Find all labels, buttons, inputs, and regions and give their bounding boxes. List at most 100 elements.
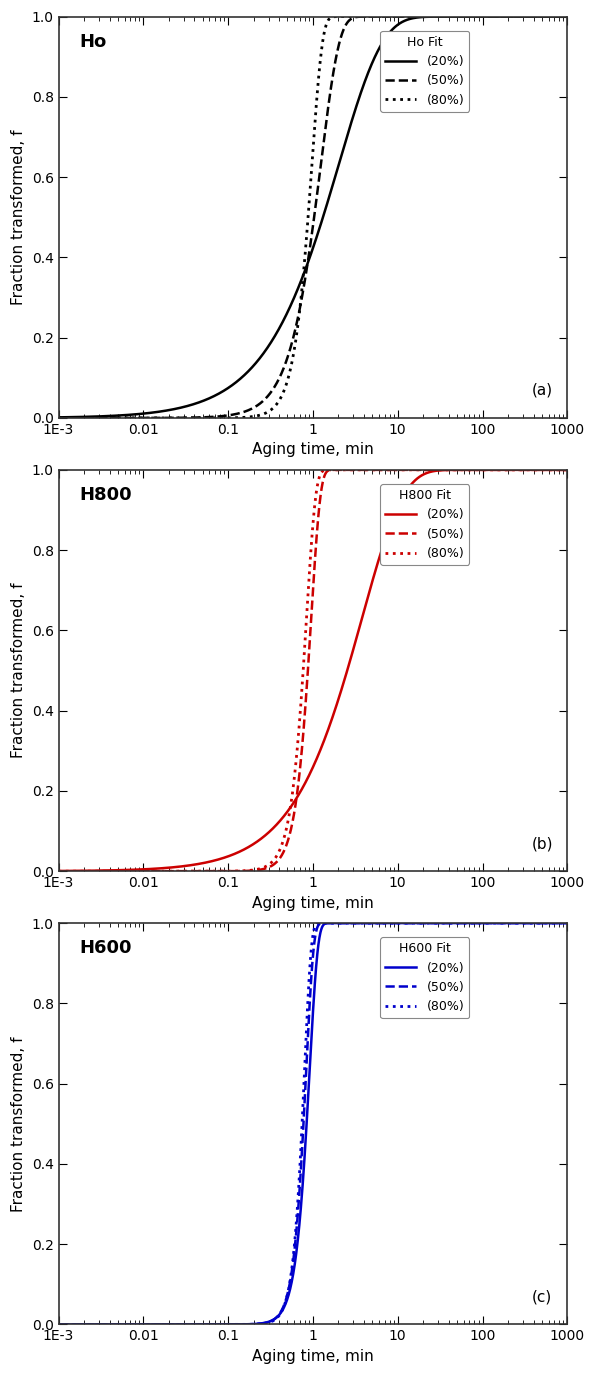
- (80%): [549, 914, 556, 931]
- (80%): [550, 462, 557, 478]
- (80%): [337, 462, 344, 478]
- (80%): [564, 462, 571, 478]
- Line: (50%): (50%): [58, 470, 567, 872]
- (50%): [302, 1067, 309, 1084]
- Y-axis label: Fraction transformed, f: Fraction transformed, f: [11, 1035, 26, 1211]
- X-axis label: Aging time, min: Aging time, min: [252, 443, 374, 458]
- (80%): [347, 8, 354, 25]
- (50%): [384, 8, 391, 25]
- (20%): [549, 462, 556, 478]
- X-axis label: Aging time, min: Aging time, min: [252, 1349, 374, 1364]
- Text: (c): (c): [532, 1290, 552, 1305]
- (80%): [549, 462, 556, 478]
- (20%): [55, 862, 62, 879]
- Line: (20%): (20%): [58, 470, 567, 870]
- (80%): [456, 462, 463, 478]
- (80%): [289, 352, 296, 368]
- (80%): [302, 1033, 309, 1049]
- (20%): [550, 462, 557, 478]
- X-axis label: Aging time, min: Aging time, min: [252, 895, 374, 910]
- (50%): [55, 410, 62, 426]
- Line: (80%): (80%): [58, 470, 567, 872]
- Legend: (20%), (50%), (80%): (20%), (50%), (80%): [380, 30, 469, 111]
- Text: (b): (b): [532, 836, 553, 851]
- (20%): [81, 408, 88, 425]
- (20%): [81, 862, 88, 879]
- (80%): [81, 864, 88, 880]
- (80%): [550, 8, 557, 25]
- (50%): [81, 1316, 88, 1332]
- Line: (20%): (20%): [58, 923, 567, 1324]
- (80%): [302, 619, 309, 635]
- Y-axis label: Fraction transformed, f: Fraction transformed, f: [11, 583, 26, 758]
- (20%): [302, 1128, 309, 1144]
- (80%): [325, 914, 333, 931]
- Text: (a): (a): [532, 382, 553, 397]
- (50%): [81, 864, 88, 880]
- (80%): [81, 1316, 88, 1332]
- Text: H800: H800: [79, 485, 132, 503]
- Line: (50%): (50%): [58, 923, 567, 1324]
- Y-axis label: Fraction transformed, f: Fraction transformed, f: [11, 129, 26, 305]
- (20%): [55, 1316, 62, 1332]
- (80%): [564, 914, 571, 931]
- (50%): [549, 462, 556, 478]
- (20%): [564, 914, 571, 931]
- (80%): [289, 1255, 296, 1272]
- Legend: (20%), (50%), (80%): (20%), (50%), (80%): [380, 938, 469, 1018]
- (80%): [549, 8, 556, 25]
- Line: (80%): (80%): [58, 16, 567, 418]
- (50%): [55, 864, 62, 880]
- (20%): [550, 8, 557, 25]
- (20%): [564, 462, 571, 478]
- (50%): [302, 265, 309, 282]
- (20%): [289, 1270, 296, 1287]
- Text: H600: H600: [79, 939, 131, 957]
- (80%): [81, 410, 88, 426]
- (20%): [550, 914, 557, 931]
- (50%): [550, 8, 557, 25]
- (50%): [564, 8, 571, 25]
- (50%): [549, 8, 556, 25]
- (50%): [330, 914, 337, 931]
- (50%): [289, 1258, 296, 1275]
- (50%): [289, 333, 296, 349]
- (80%): [302, 236, 309, 253]
- (20%): [336, 914, 343, 931]
- Text: Ho: Ho: [79, 33, 106, 51]
- (20%): [507, 462, 514, 478]
- (20%): [455, 8, 462, 25]
- Legend: (20%), (50%), (80%): (20%), (50%), (80%): [380, 484, 469, 565]
- (20%): [549, 8, 556, 25]
- (20%): [492, 8, 499, 25]
- Line: (20%): (20%): [58, 16, 567, 418]
- (50%): [341, 462, 348, 478]
- (50%): [456, 914, 463, 931]
- (50%): [549, 914, 556, 931]
- (80%): [456, 8, 463, 25]
- (20%): [564, 8, 571, 25]
- (50%): [550, 462, 557, 478]
- (20%): [302, 773, 309, 789]
- (20%): [302, 260, 309, 276]
- (50%): [456, 8, 463, 25]
- (50%): [456, 462, 463, 478]
- (80%): [289, 785, 296, 802]
- (20%): [549, 914, 556, 931]
- (80%): [55, 410, 62, 426]
- (80%): [55, 864, 62, 880]
- (50%): [564, 462, 571, 478]
- (50%): [302, 690, 309, 707]
- (50%): [550, 914, 557, 931]
- (20%): [289, 293, 296, 309]
- Line: (50%): (50%): [58, 16, 567, 418]
- (20%): [455, 462, 462, 478]
- (20%): [289, 796, 296, 813]
- (80%): [564, 8, 571, 25]
- (80%): [456, 914, 463, 931]
- (50%): [55, 1316, 62, 1332]
- Line: (80%): (80%): [58, 923, 567, 1324]
- (20%): [81, 1316, 88, 1332]
- (20%): [456, 914, 463, 931]
- (50%): [81, 410, 88, 426]
